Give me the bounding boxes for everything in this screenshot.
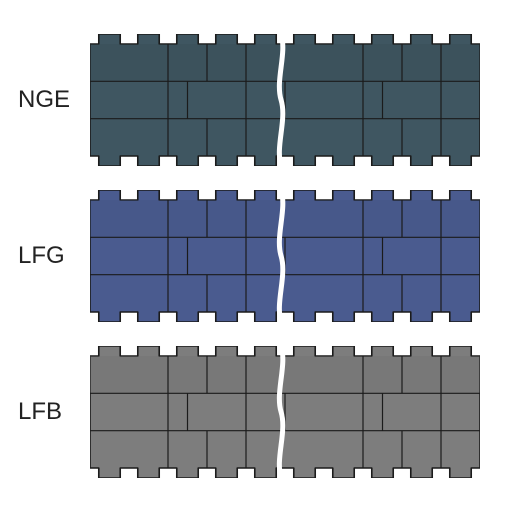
- belt-row-lfb: LFB: [0, 346, 512, 478]
- belt-label-nge: NGE: [18, 86, 70, 114]
- belt-row-nge: NGE: [0, 34, 512, 166]
- belt-graphic-nge: [90, 34, 480, 166]
- belt-row-lfg: LFG: [0, 190, 512, 322]
- belt-label-lfb: LFB: [18, 398, 62, 426]
- belt-graphic-lfg: [90, 190, 480, 322]
- belt-label-lfg: LFG: [18, 242, 65, 270]
- belt-graphic-lfb: [90, 346, 480, 478]
- belt-variants-diagram: NGE LFG LFB: [0, 0, 512, 512]
